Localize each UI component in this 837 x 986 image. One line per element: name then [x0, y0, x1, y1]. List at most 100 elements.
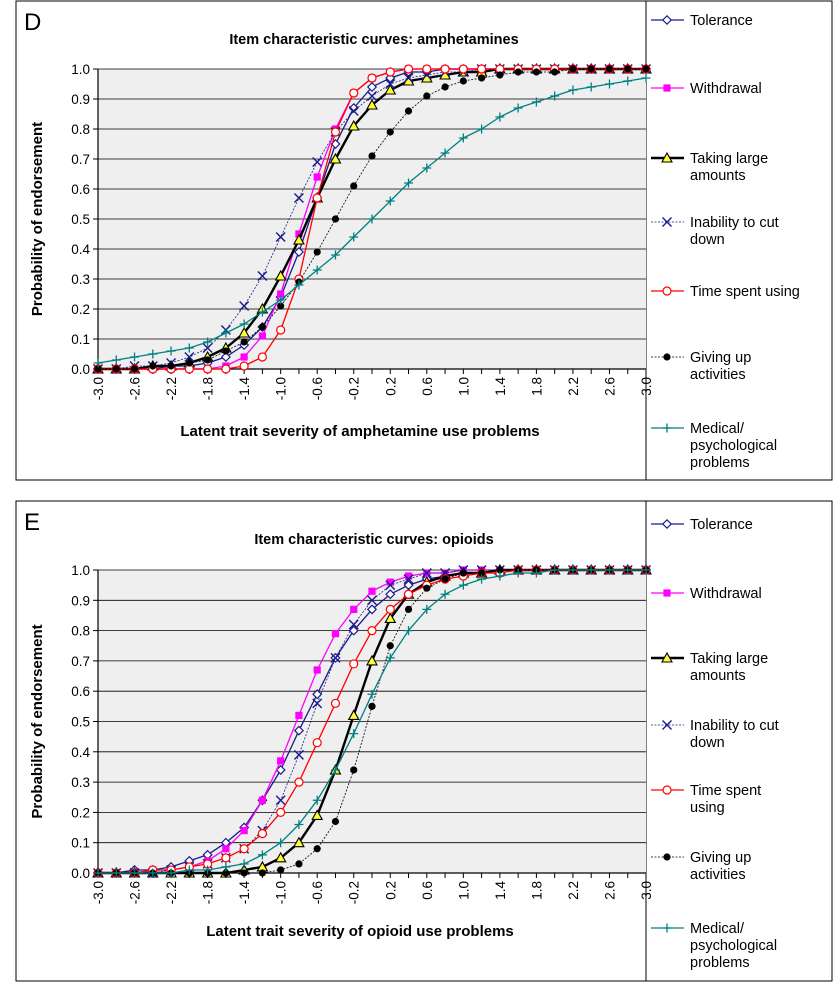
data-point	[292, 836, 305, 848]
data-point	[312, 157, 323, 167]
data-point	[347, 119, 360, 131]
data-point	[185, 359, 193, 367]
legend-label: Inability to cut	[690, 215, 779, 231]
data-point	[478, 74, 486, 82]
data-point	[274, 851, 287, 863]
data-point	[458, 580, 468, 590]
y-tick-label: 0.6	[71, 684, 90, 699]
legend-label: psychological	[690, 938, 777, 954]
data-point	[349, 729, 359, 739]
x-tick-label: -3.0	[91, 881, 106, 904]
x-tick-label: -0.6	[310, 881, 325, 904]
data-point	[422, 604, 432, 614]
data-point	[350, 605, 358, 613]
y-tick-label: 0.5	[71, 212, 90, 227]
data-point	[239, 844, 249, 854]
data-point	[366, 81, 378, 93]
data-point	[586, 565, 596, 575]
data-point	[292, 233, 305, 245]
data-point	[257, 271, 268, 281]
x-tick-label: 0.6	[420, 881, 435, 900]
legend-label: activities	[690, 367, 746, 383]
data-point	[586, 82, 596, 92]
data-point	[368, 587, 376, 595]
data-point	[313, 666, 321, 674]
data-point	[293, 749, 304, 760]
data-point	[276, 838, 286, 848]
chart-panel-d: 0.0 0.1 0.2 0.3 0.4 0.5 0.6 0.7 0.8 0.9 1.0 -3.0 -2.…	[15, 0, 833, 481]
y-tick-label: 0.9	[71, 92, 90, 107]
legend-label: activities	[690, 867, 746, 883]
data-point	[440, 589, 450, 599]
legend-label: Inability to cut	[690, 718, 779, 734]
data-point	[166, 868, 176, 878]
data-point	[441, 83, 449, 91]
data-point	[312, 689, 323, 700]
data-point	[404, 572, 413, 580]
data-point	[403, 64, 414, 74]
y-tick-label: 0.6	[71, 182, 90, 197]
data-point	[258, 332, 266, 340]
data-point	[238, 326, 251, 338]
data-point	[274, 269, 287, 281]
data-point	[312, 265, 322, 275]
y-tick-label: 0.0	[71, 362, 90, 377]
data-point	[458, 133, 468, 143]
data-point	[385, 79, 396, 89]
y-tick-label: 0.4	[71, 745, 90, 760]
data-point	[404, 605, 413, 613]
data-point	[349, 232, 359, 242]
data-point	[312, 795, 322, 805]
y-tick-label: 1.0	[71, 563, 90, 578]
data-point	[294, 280, 304, 290]
x-tick-label: -1.4	[237, 377, 252, 401]
data-point	[367, 73, 377, 83]
data-point	[312, 193, 322, 203]
x-tick-label: 0.2	[383, 881, 398, 900]
x-tick-label: 3.0	[639, 377, 654, 396]
data-point	[385, 67, 395, 77]
data-point	[184, 352, 195, 362]
data-point	[403, 574, 414, 585]
data-point	[221, 853, 231, 863]
x-tick-label: 2.6	[602, 881, 617, 900]
data-point	[404, 107, 413, 115]
data-point	[222, 347, 230, 355]
y-axis-title: Probability of endorsement	[29, 122, 46, 316]
data-point	[202, 343, 213, 353]
data-point	[458, 64, 468, 74]
data-point	[477, 574, 487, 584]
legend-label: Withdrawal	[690, 586, 762, 602]
chart-title: Item characteristic curves: amphetamines	[229, 32, 518, 48]
legend-label: psychological	[690, 438, 777, 454]
data-point	[222, 869, 230, 877]
data-point	[349, 659, 359, 669]
data-point	[531, 97, 541, 107]
data-point	[385, 196, 395, 206]
y-tick-label: 1.0	[71, 62, 90, 77]
legend-label: using	[690, 800, 725, 816]
data-point	[221, 862, 231, 872]
data-point	[403, 73, 414, 83]
data-point	[239, 301, 250, 311]
data-point	[221, 328, 231, 338]
data-point	[240, 353, 248, 361]
data-point	[478, 569, 486, 577]
legend-label: amounts	[690, 668, 746, 684]
x-tick-label: -0.2	[347, 881, 362, 904]
data-point	[568, 85, 578, 95]
y-tick-label: 0.8	[71, 624, 90, 639]
legend-label: Medical/	[690, 921, 745, 937]
data-point	[330, 652, 341, 663]
chart-panel-e: 0.0 0.1 0.2 0.3 0.4 0.5 0.6 0.7 0.8 0.9 1.0 -3.0 -2.…	[15, 500, 833, 982]
data-point	[386, 128, 394, 136]
data-point	[385, 580, 396, 591]
legend-label: down	[690, 735, 725, 751]
data-point	[275, 795, 286, 806]
data-point	[276, 295, 286, 305]
data-point	[112, 365, 120, 373]
legend-label: Time spent	[690, 783, 761, 799]
